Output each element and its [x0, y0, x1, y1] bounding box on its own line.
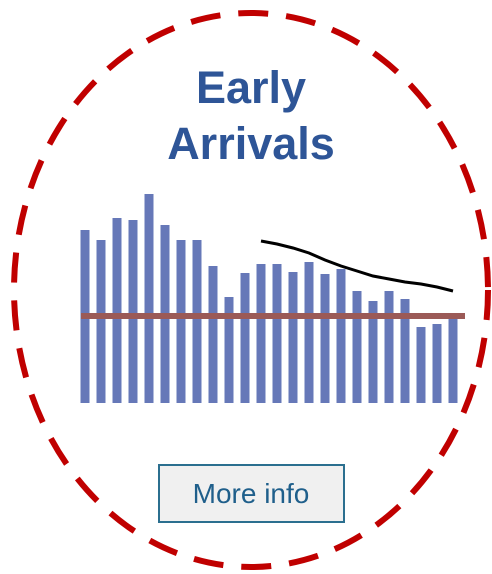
bar	[176, 240, 186, 403]
bar	[320, 274, 330, 403]
bar	[432, 324, 442, 403]
bar	[416, 327, 426, 403]
button[interactable]: More info	[158, 464, 345, 523]
bar	[192, 240, 202, 403]
trend-line	[260, 239, 454, 293]
bar	[240, 273, 250, 403]
bar	[288, 272, 298, 403]
bar	[352, 291, 362, 403]
button-box[interactable]	[158, 464, 345, 523]
title-line: Early	[196, 62, 306, 113]
bar	[304, 262, 314, 403]
bar	[384, 291, 394, 403]
button-label[interactable]: More info	[193, 478, 310, 509]
bar	[400, 299, 410, 403]
bar	[96, 240, 106, 403]
bar	[208, 266, 218, 403]
bar	[448, 317, 458, 403]
bar	[144, 194, 154, 403]
bar	[128, 220, 138, 403]
bar	[256, 264, 266, 403]
dashed-border	[11, 10, 491, 570]
bar	[368, 301, 378, 403]
bar	[336, 269, 346, 403]
bar	[272, 264, 282, 403]
bar	[224, 297, 234, 403]
title-line: Arrivals	[167, 118, 335, 169]
bar	[112, 218, 122, 403]
